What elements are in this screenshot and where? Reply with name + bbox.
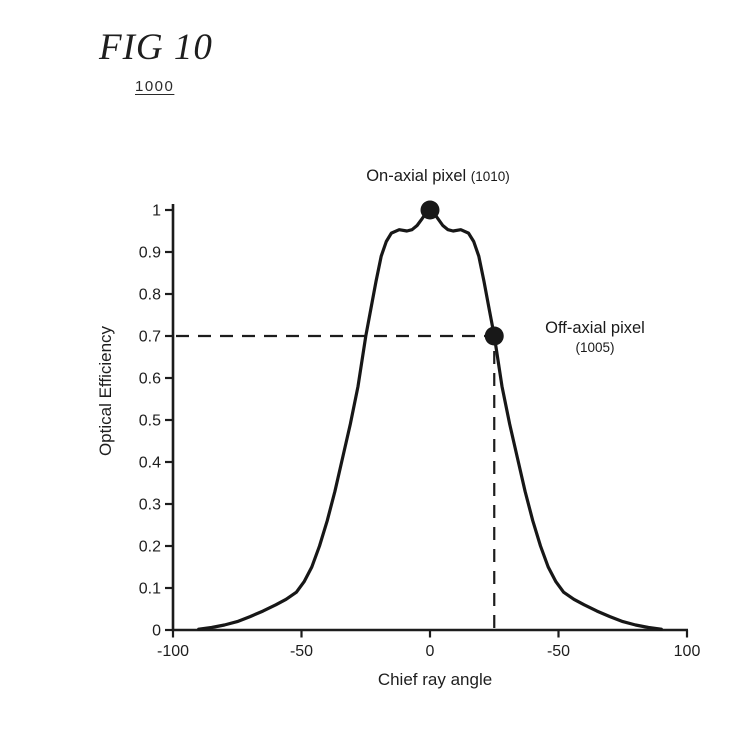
x-tick-label: -100 (157, 643, 189, 660)
x-tick-label: -50 (547, 643, 570, 660)
efficiency-curve (197, 208, 663, 631)
y-tick-label: 0.7 (139, 329, 161, 346)
y-tick-label: 0.3 (139, 497, 161, 514)
x-tick-label: 0 (426, 643, 435, 660)
y-axis-ticks: 0 0.1 0.2 0.3 0.4 0.5 0.6 0.7 0.8 0.9 1 (139, 203, 174, 640)
y-tick-label: 0.5 (139, 413, 161, 430)
figure-label: FIG 10 (99, 27, 213, 68)
axes (171, 204, 688, 632)
annotation-off-axial-ref: (1005) (575, 339, 615, 355)
annotation-on-axial: On-axial pixel (1010) (366, 167, 510, 187)
y-axis-title: Optical Efficiency (96, 325, 115, 457)
y-tick-label: 0.2 (139, 539, 161, 556)
annotation-on-axial-ref: (1010) (470, 169, 510, 184)
annotation-on-axial-text: On-axial pixel (366, 167, 467, 185)
y-tick-label: 0.1 (139, 581, 161, 598)
off-axial-point-marker (484, 326, 504, 346)
x-axis-ticks: -100 -50 0 -50 100 (157, 630, 700, 660)
y-tick-label: 0 (152, 623, 161, 640)
x-tick-label: 100 (674, 643, 701, 660)
figure-reference-number: 1000 (135, 78, 175, 95)
y-tick-label: 0.4 (139, 455, 161, 472)
y-tick-label: 0.8 (139, 287, 161, 304)
x-axis-title: Chief ray angle (377, 670, 493, 689)
y-tick-label: 0.9 (139, 245, 161, 262)
on-axial-point-marker (420, 200, 440, 220)
y-tick-label: 1 (152, 203, 161, 220)
annotation-off-axial: Off-axial pixel (1005) (545, 319, 645, 356)
annotation-off-axial-text: Off-axial pixel (545, 319, 645, 337)
y-tick-label: 0.6 (139, 371, 161, 388)
x-tick-label: -50 (290, 643, 313, 660)
